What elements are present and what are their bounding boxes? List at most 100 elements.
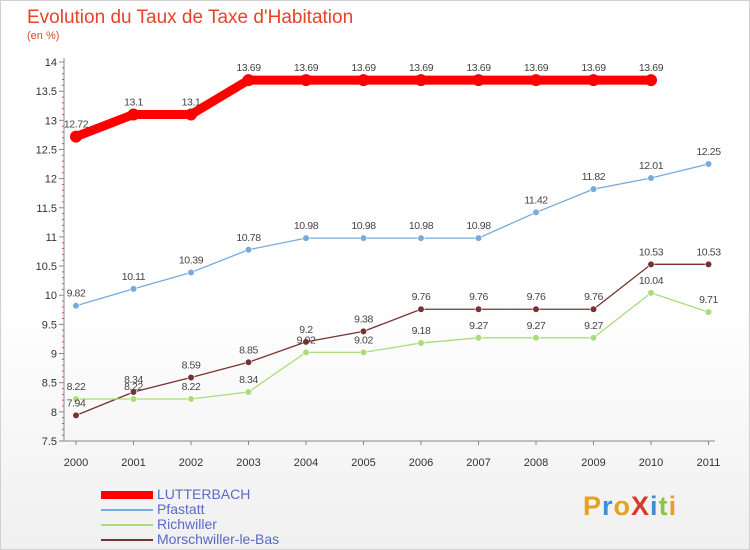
series-line-1 (75, 163, 710, 307)
x-tick-label: 2008 (524, 457, 548, 469)
data-point (244, 388, 253, 396)
data-label: 9.02 (354, 334, 373, 346)
x-tick-label: 2010 (639, 457, 663, 469)
y-tick-label: 11 (46, 232, 57, 244)
data-point (417, 234, 425, 242)
x-tick-label: 2009 (581, 457, 605, 469)
legend-label: LUTTERBACH (157, 486, 251, 502)
data-point (415, 74, 427, 87)
data-label: 10.53 (696, 246, 721, 258)
data-label: 10.98 (466, 220, 491, 232)
y-tick-label: 9.5 (42, 319, 57, 331)
data-point (647, 174, 655, 182)
data-point (129, 395, 138, 403)
data-point (647, 289, 655, 297)
data-point (129, 285, 138, 293)
data-label: 13.1 (124, 96, 143, 108)
y-tick-label: 8.5 (42, 378, 57, 390)
series-points (70, 74, 713, 419)
x-tick-label: 2001 (121, 457, 145, 469)
data-label: 9.76 (527, 291, 546, 303)
data-label: 9.82 (67, 288, 86, 300)
data-label: 13.69 (581, 62, 606, 74)
data-label: 9.27 (527, 320, 546, 332)
x-tick-label: 2004 (294, 457, 318, 469)
logo-letter: r (602, 491, 614, 521)
data-label: 9.76 (469, 291, 488, 303)
data-label: 10.98 (294, 220, 319, 232)
data-point (704, 308, 713, 316)
legend-swatch (101, 509, 153, 511)
data-point (589, 334, 598, 342)
data-label: 8.34 (239, 374, 258, 386)
data-label: 9.76 (584, 291, 603, 303)
data-point (72, 395, 80, 403)
data-point (474, 334, 483, 342)
data-label: 8.85 (239, 344, 258, 356)
data-point (300, 74, 312, 87)
legend-swatch (101, 539, 153, 541)
x-tick-label: 2011 (697, 457, 721, 469)
data-point (72, 302, 80, 310)
x-tick-label: 2006 (409, 457, 433, 469)
data-label: 13.69 (236, 62, 261, 74)
legend-swatch (101, 491, 153, 499)
data-point (530, 74, 542, 87)
series-line-2 (75, 292, 710, 400)
logo-letter: P (583, 491, 603, 521)
data-label: 13.69 (466, 62, 491, 74)
data-label: 8.34 (124, 374, 143, 386)
data-label: 11.82 (582, 171, 606, 183)
chart-axes: 7.588.599.51010.51111.51212.51313.514200… (36, 57, 721, 469)
data-point (645, 74, 657, 87)
x-tick-label: 2000 (64, 457, 88, 469)
data-point (472, 74, 485, 87)
data-label: 8.59 (182, 359, 201, 371)
data-label: 10.39 (179, 254, 204, 266)
data-label: 10.98 (409, 220, 434, 232)
data-point (187, 373, 195, 382)
data-point (357, 74, 370, 87)
x-tick-label: 2003 (236, 457, 260, 469)
legend-swatch (101, 524, 153, 526)
data-label: 9.18 (412, 325, 431, 337)
data-label: 9.76 (412, 291, 431, 303)
data-point (72, 411, 80, 419)
legend-label: Morschwiller-le-Bas (157, 531, 280, 547)
x-tick-label: 2005 (351, 457, 375, 469)
y-tick-label: 9 (51, 349, 57, 361)
data-label: 9.27 (469, 320, 488, 332)
logo-letter: o (613, 491, 632, 521)
data-point (647, 260, 655, 268)
data-point (704, 160, 713, 168)
data-label: 9.38 (354, 313, 373, 325)
legend-label: Pfastatt (157, 501, 205, 517)
data-point (589, 305, 598, 313)
series-line-3 (75, 263, 710, 416)
data-label: 8.22 (67, 381, 86, 393)
data-label: 8.22 (124, 381, 143, 393)
data-point (302, 348, 310, 356)
y-tick-label: 10 (45, 290, 57, 302)
line-chart: 7.588.599.51010.51111.51212.51313.514200… (36, 57, 722, 469)
data-label: 12.25 (696, 146, 721, 158)
data-point (587, 74, 600, 87)
data-point (359, 234, 368, 242)
data-point (127, 108, 140, 121)
data-label: 12.72 (64, 119, 89, 131)
data-label: 10.78 (236, 232, 261, 244)
data-label: 13.69 (409, 62, 434, 74)
data-label: 9.2 (299, 324, 313, 336)
data-point (532, 334, 540, 342)
data-label: 13.69 (524, 62, 549, 74)
y-tick-label: 13 (45, 115, 57, 127)
data-point (242, 74, 255, 87)
x-tick-label: 2007 (466, 457, 490, 469)
data-point (532, 208, 540, 217)
y-tick-label: 12.5 (36, 144, 57, 156)
data-label: 10.04 (639, 275, 664, 287)
data-label: 10.98 (351, 220, 376, 232)
data-point (302, 234, 310, 242)
data-label: 9.71 (699, 294, 718, 306)
